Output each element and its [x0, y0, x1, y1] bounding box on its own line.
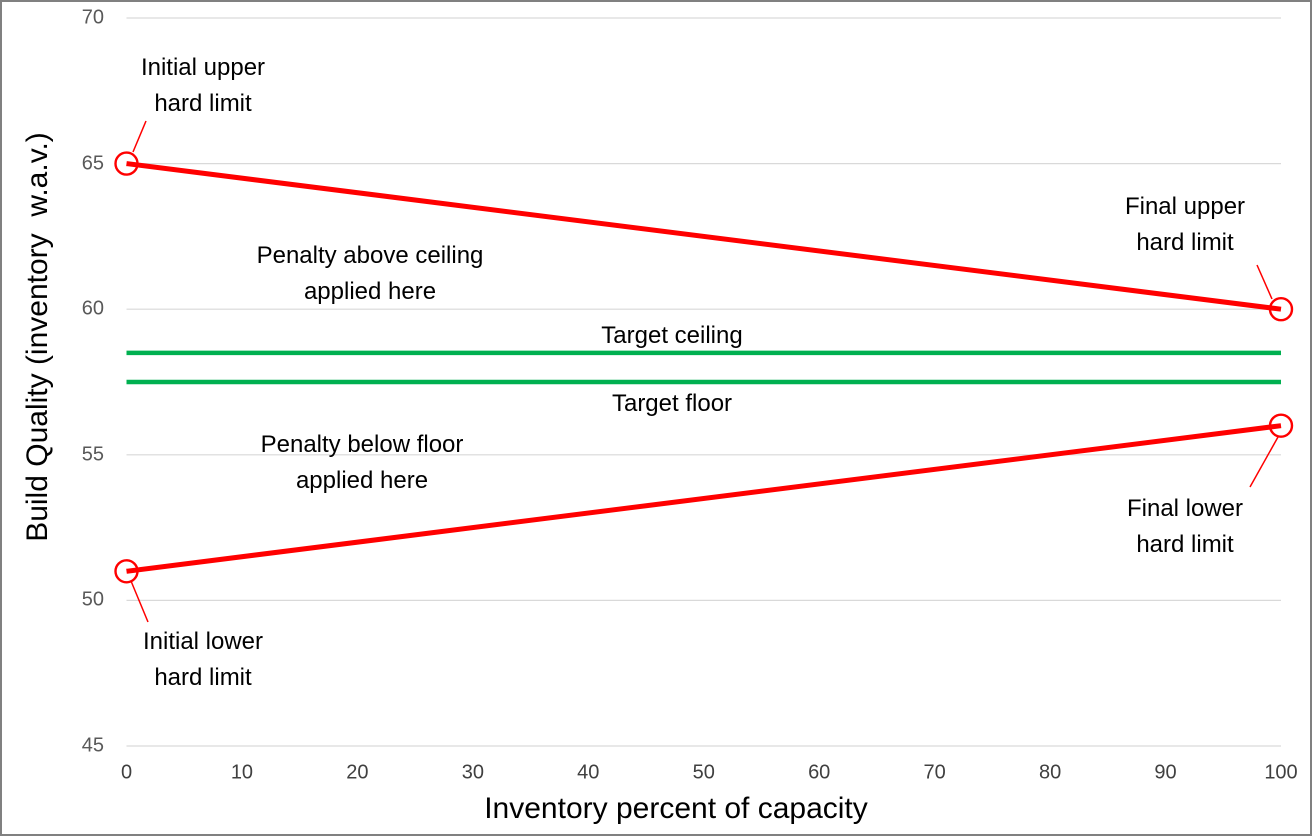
y-tick-label-55: 55	[81, 443, 104, 466]
annotation-penalty-above-ceiling: Penalty above ceiling applied here	[257, 238, 484, 310]
annotation-final-lower-hard-limit-line-2: hard limit	[1136, 531, 1234, 558]
annotation-final-lower-hard-limit: Final lower hard limit	[1127, 491, 1243, 563]
annotation-initial-lower-hard-limit: Initial lower hard limit	[143, 624, 263, 696]
annotation-initial-upper-hard-limit-line-2: hard limit	[154, 90, 252, 117]
annotation-initial-upper-hard-limit-leader-line	[132, 120, 147, 153]
annotation-target-floor: Target floor	[612, 386, 732, 422]
annotation-target-ceiling-line-1: Target ceiling	[601, 322, 743, 349]
annotation-initial-lower-hard-limit-line-1: Initial lower	[142, 628, 264, 655]
annotation-penalty-below-floor: Penalty below floor applied here	[261, 427, 464, 499]
annotation-penalty-below-floor-line-2: applied here	[295, 467, 429, 494]
series-line-upper-hard-limit	[126, 161, 1282, 312]
annotation-penalty-below-floor-line-1: Penalty below floor	[260, 431, 464, 458]
x-tick-label-70: 70	[923, 761, 946, 784]
x-tick-label-90: 90	[1154, 761, 1177, 784]
x-tick-label-100: 100	[1264, 761, 1298, 784]
y-tick-label-65: 65	[81, 152, 104, 175]
annotation-initial-upper-hard-limit-line-1: Initial upper	[140, 54, 266, 81]
x-tick-label-50: 50	[692, 761, 715, 784]
annotation-final-upper-hard-limit-line-1: Final upper	[1124, 193, 1246, 220]
x-tick-label-30: 30	[461, 761, 484, 784]
x-tick-label-80: 80	[1038, 761, 1062, 784]
y-tick-label-60: 60	[81, 297, 104, 320]
annotation-final-lower-hard-limit-line-1: Final lower	[1126, 495, 1244, 522]
annotation-target-floor-line-1: Target floor	[611, 390, 733, 417]
annotation-final-upper-hard-limit-leader-line	[1256, 264, 1273, 300]
x-tick-label-0: 0	[120, 761, 133, 784]
annotation-initial-upper-hard-limit: Initial upper hard limit	[141, 50, 265, 122]
annotation-target-ceiling: Target ceiling	[601, 318, 742, 354]
y-tick-label-50: 50	[81, 588, 104, 611]
annotation-penalty-above-ceiling-line-1: Penalty above ceiling	[256, 242, 484, 269]
annotation-initial-lower-hard-limit-leader-line	[130, 580, 149, 623]
series-line-lower-hard-limit	[126, 423, 1282, 574]
annotation-final-upper-hard-limit-line-2: hard limit	[1136, 229, 1234, 256]
x-tick-label-20: 20	[346, 761, 369, 784]
x-axis-title: Inventory percent of capacity	[484, 792, 868, 825]
x-tick-label-40: 40	[577, 761, 600, 784]
y-axis-title: Build Quality (inventory w.a.v.)	[21, 132, 54, 542]
annotation-final-upper-hard-limit: Final upper hard limit	[1125, 189, 1245, 261]
annotation-penalty-above-ceiling-line-2: applied here	[303, 278, 437, 305]
annotation-initial-lower-hard-limit-line-2: hard limit	[154, 664, 252, 691]
y-tick-label-45: 45	[81, 734, 104, 757]
y-tick-label-70: 70	[81, 6, 104, 29]
x-tick-label-60: 60	[808, 761, 831, 784]
x-tick-label-10: 10	[230, 761, 254, 784]
annotation-final-lower-hard-limit-leader-line	[1249, 436, 1279, 488]
